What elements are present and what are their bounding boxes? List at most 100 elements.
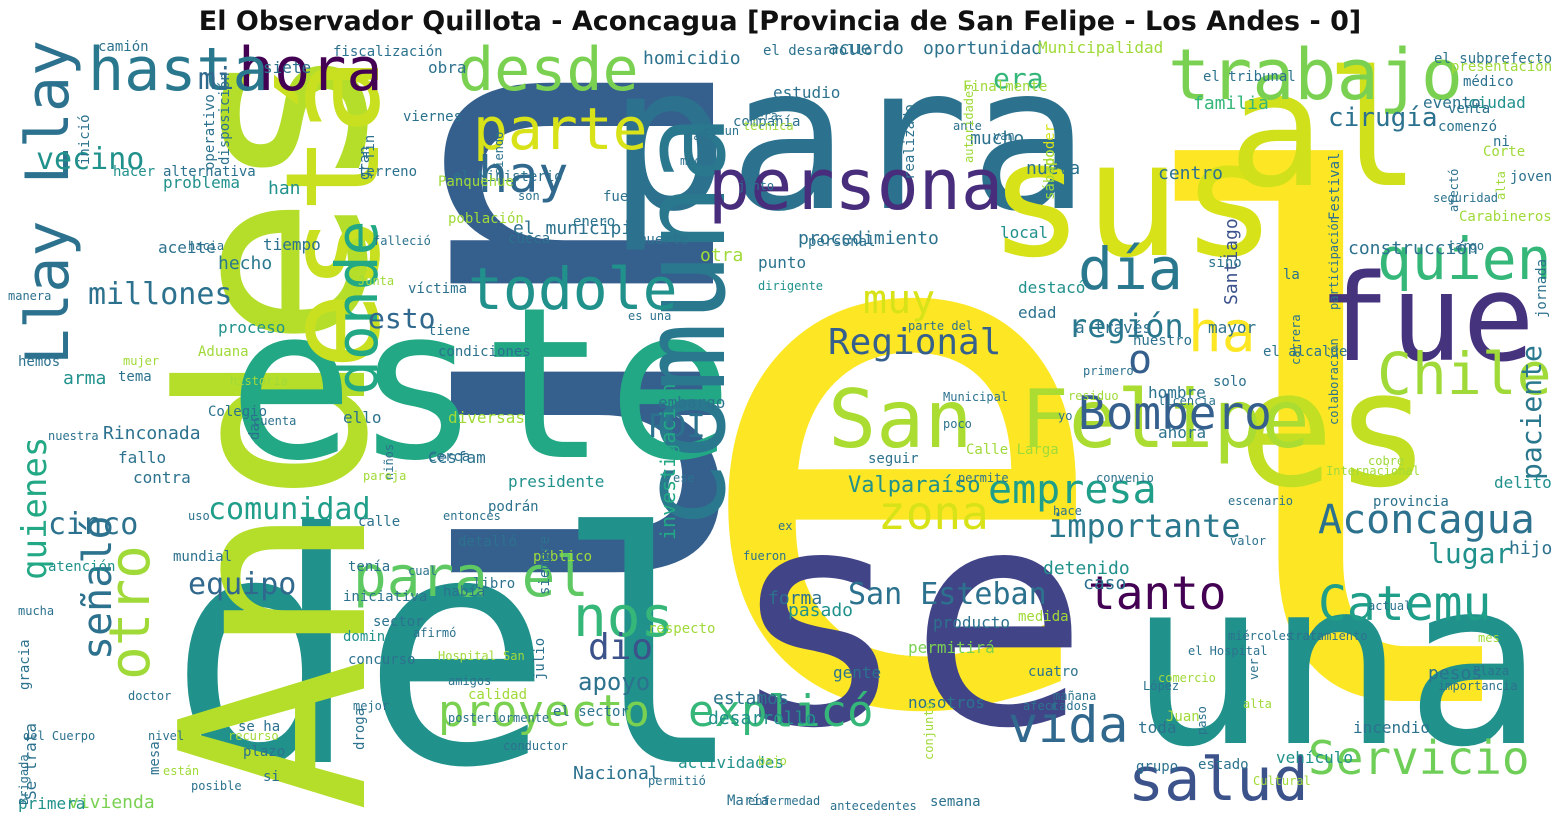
word-delito: delito [1494,473,1552,492]
word-recurso: recurso [228,729,279,743]
word-hemos: hemos [18,354,61,370]
word-otra: otra [700,245,744,266]
word-mundial: mundial [173,549,233,565]
word-region: región [1068,307,1184,345]
word-van: van [993,129,1015,143]
word-pasado: pasado [788,600,854,621]
word-hora: hora [238,40,383,105]
word-viernes: viernes [403,109,463,125]
word-destaco: destacó [1018,278,1086,297]
word-historia: historia [230,374,288,388]
word-panquehue: Panquehue [438,174,514,190]
word-el-hospital: el Hospital [1188,644,1268,658]
word-nos: nos [573,585,675,650]
word-ha: ha [1188,300,1256,365]
word-edad: edad [1018,303,1057,322]
word-vida: vida [1008,696,1129,754]
word-presidente: presidente [508,472,605,491]
word-colegio: Colegio [208,404,268,420]
word-hasta: hasta [88,40,269,105]
word-sus: sus [988,106,1277,293]
word-pesos: pesos [1428,663,1483,684]
word-calle: calle [358,514,401,530]
word-del-cuerpo: del Cuerpo [23,729,96,743]
word-tema: tema [118,369,152,385]
word-mujer: mujer [123,354,160,368]
word-chile: Chile [1377,340,1552,408]
word-parte: parte [473,95,648,163]
word-cloud: el un del se para Andes este una sus es comuna al es… [8,40,1552,812]
word-tanto: tanto [1088,566,1227,620]
word-hacer: hacer [113,164,156,180]
word-participacion: participación [1327,216,1341,310]
word-ni: ni [1493,134,1510,150]
word-medida: medida [1018,609,1069,625]
word-el-municipio: el municipio [513,218,644,239]
word-arma: arma [63,368,107,389]
word-catemu: Catemu [1318,576,1492,632]
word-hijo: hijo [1509,538,1552,559]
word-muerte: muerte [638,232,689,248]
word-dar: dar [247,414,263,440]
word-obra: obra [428,58,467,77]
word-siendo: siendo [492,131,506,175]
word-posteriormente: posteriormente [448,711,550,725]
word-residuo: residuo [1068,389,1119,403]
word-aconcagua: Aconcagua [1318,497,1535,543]
word-o: o [1128,337,1153,383]
word-colaboracion: colaboración [1327,338,1341,425]
word-alta: alta [1243,697,1272,711]
word-producto: producto [933,613,1011,632]
word-iniciativa: iniciativa [343,589,428,605]
word-este: este [228,262,734,507]
word-manera: manera [8,289,52,303]
word-hecho: hecho [218,253,273,274]
word-millones: millones [88,277,233,312]
word-convenio: convenio [1096,471,1154,485]
word-afirmo: afirmó [413,626,457,640]
word-enfermedad: enfermedad [748,794,821,808]
word-bombero: Bombero [1078,386,1272,440]
word-jornada: jornada [1534,258,1550,318]
word-desde: desde [458,40,639,105]
word-permitio: permitió [648,774,706,788]
word-festival: Festival [1327,152,1343,220]
word-finalmente: Finalmente [963,79,1048,95]
word-miercoles: miércoles [1228,629,1294,643]
word-rinconada: Rinconada [103,423,201,444]
word-tecnica: técnica [743,119,794,133]
word-llay-llay: Llay Llay [13,40,83,365]
word-familia: familia [1193,93,1269,114]
word-realizado: realizado [902,104,918,180]
word-conjunto: conjunto [922,702,936,760]
word-grupo: grupo [1136,759,1179,775]
word-primero: primero [1083,364,1134,378]
word-calle-larga: Calle Larga [966,442,1059,458]
word-esto: esto [368,302,436,335]
word-el-ministerio: el Ministerio [453,169,563,185]
word-apoyo: apoyo [578,668,651,696]
word-vecino: vecino [36,142,145,177]
word-nosotros: nosotros [908,693,986,712]
word-pareja: pareja [363,469,407,483]
word-semana: semana [930,794,981,810]
word-julio: julio [532,637,548,680]
word-tiempo: tiempo [263,235,321,254]
word-son: son [518,189,540,203]
word-siempre: siempre [537,535,553,595]
word-estudio: estudio [773,83,841,102]
chart-title: El Observador Quillota - Aconcagua [Prov… [198,6,1362,37]
word-importante: importante [1048,507,1241,545]
word-hace: hace [1053,504,1082,518]
word-todole: todole [468,255,678,323]
word-plaza: Plaza [1473,664,1510,678]
word-se: se [728,445,1090,794]
word-alta: alta [1494,171,1508,200]
word-permitira: permitirá [908,638,995,657]
word-gente: gente [833,663,882,682]
word-primera: primera [18,794,86,812]
word-nivel: nivel [148,729,185,743]
word-vivienda: vivienda [68,792,155,812]
word-si: si [263,769,280,785]
word-san-esteban: San Esteban [848,577,1047,612]
